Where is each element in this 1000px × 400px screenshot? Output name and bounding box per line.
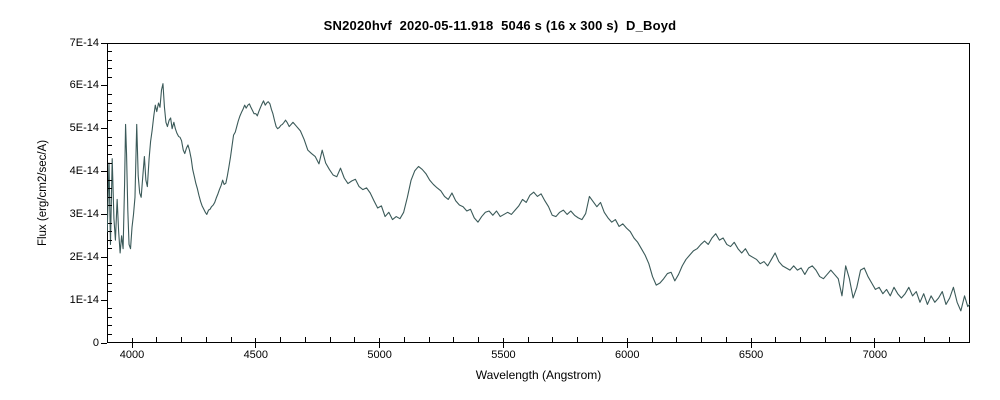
y-minor-tick bbox=[108, 162, 112, 164]
x-major-tick bbox=[750, 338, 752, 348]
y-minor-tick bbox=[108, 145, 112, 147]
x-minor-tick bbox=[701, 337, 703, 342]
y-minor-tick bbox=[108, 119, 112, 121]
spectrum-line bbox=[107, 83, 970, 312]
y-tick-label: 4E-14 bbox=[69, 165, 99, 178]
y-minor-tick bbox=[108, 136, 112, 138]
y-major-tick bbox=[101, 256, 107, 258]
y-minor-tick bbox=[108, 188, 112, 190]
y-minor-tick bbox=[108, 76, 112, 78]
x-axis-label: Wavelength (Angstrom) bbox=[475, 368, 602, 382]
x-tick-label: 5000 bbox=[367, 349, 392, 361]
y-tick-label: 7E-14 bbox=[69, 36, 99, 49]
y-minor-tick bbox=[108, 291, 112, 293]
x-minor-tick bbox=[329, 337, 331, 342]
x-minor-tick bbox=[527, 337, 529, 342]
x-tick-label: 7000 bbox=[862, 349, 888, 361]
x-minor-tick bbox=[304, 337, 306, 342]
y-major-tick bbox=[101, 171, 107, 173]
y-tick-label: 3E-14 bbox=[69, 207, 99, 220]
y-minor-tick bbox=[108, 231, 112, 233]
y-minor-tick bbox=[108, 325, 112, 327]
y-major-tick bbox=[101, 213, 107, 215]
x-minor-tick bbox=[602, 337, 603, 342]
y-minor-tick bbox=[108, 102, 112, 104]
x-major-tick bbox=[255, 338, 257, 348]
x-minor-tick bbox=[577, 337, 579, 342]
y-axis-label: Flux (erg/cm2/sec/A) bbox=[37, 139, 49, 247]
x-minor-tick bbox=[800, 337, 802, 342]
y-minor-tick bbox=[108, 196, 112, 198]
y-minor-tick bbox=[108, 222, 112, 224]
x-minor-tick bbox=[651, 337, 653, 342]
y-minor-tick bbox=[108, 265, 112, 267]
y-tick-label: 0 bbox=[92, 336, 99, 349]
x-tick-label: 4500 bbox=[243, 349, 269, 361]
y-minor-tick bbox=[108, 239, 112, 241]
x-minor-tick bbox=[824, 337, 826, 342]
x-major-tick bbox=[502, 338, 504, 348]
x-minor-tick bbox=[899, 337, 901, 342]
y-tick-label: 5E-14 bbox=[69, 122, 99, 135]
x-minor-tick bbox=[775, 337, 777, 342]
plot-frame bbox=[107, 43, 970, 343]
y-tick-label: 2E-14 bbox=[69, 250, 99, 263]
x-minor-tick bbox=[478, 337, 480, 342]
y-minor-tick bbox=[108, 153, 112, 155]
y-minor-tick bbox=[108, 205, 112, 207]
x-minor-tick bbox=[230, 337, 232, 342]
x-minor-tick bbox=[354, 337, 356, 342]
x-major-tick bbox=[131, 338, 133, 348]
y-minor-tick bbox=[108, 333, 112, 335]
y-minor-tick bbox=[108, 93, 112, 95]
x-minor-tick bbox=[280, 337, 282, 342]
x-major-tick bbox=[874, 338, 876, 348]
x-minor-tick bbox=[552, 337, 554, 342]
y-minor-tick bbox=[108, 316, 112, 318]
x-tick-label: 6500 bbox=[738, 349, 764, 361]
x-minor-tick bbox=[156, 337, 158, 342]
y-minor-tick bbox=[108, 111, 112, 113]
y-major-tick bbox=[101, 342, 107, 344]
x-minor-tick bbox=[106, 337, 108, 342]
chart-title: SN2020hvf 2020-05-11.918 5046 s (16 x 30… bbox=[323, 18, 677, 33]
y-minor-tick bbox=[108, 179, 112, 181]
y-tick-label: 1E-14 bbox=[69, 293, 99, 306]
x-major-tick bbox=[626, 338, 628, 348]
plot-area bbox=[107, 83, 970, 312]
x-minor-tick bbox=[849, 337, 851, 342]
x-minor-tick bbox=[428, 337, 430, 342]
y-tick-label: 6E-14 bbox=[69, 79, 99, 92]
y-minor-tick bbox=[108, 273, 112, 275]
y-minor-tick bbox=[108, 59, 112, 61]
y-minor-tick bbox=[108, 282, 112, 284]
x-major-tick bbox=[379, 338, 381, 348]
x-minor-tick bbox=[923, 337, 925, 342]
x-minor-tick bbox=[676, 337, 678, 342]
y-minor-tick bbox=[108, 248, 112, 250]
y-major-tick bbox=[101, 128, 107, 130]
y-major-tick bbox=[101, 85, 107, 87]
y-minor-tick bbox=[108, 308, 112, 310]
x-minor-tick bbox=[453, 337, 455, 342]
x-tick-label: 6000 bbox=[615, 349, 640, 361]
x-minor-tick bbox=[205, 337, 207, 342]
x-minor-tick bbox=[403, 337, 405, 342]
x-minor-tick bbox=[725, 337, 727, 342]
x-minor-tick bbox=[948, 337, 950, 342]
x-minor-tick bbox=[181, 337, 183, 342]
y-minor-tick bbox=[108, 51, 112, 53]
x-tick-label: 4000 bbox=[119, 349, 145, 361]
y-major-tick bbox=[101, 299, 107, 301]
x-tick-label: 5500 bbox=[491, 349, 516, 361]
y-minor-tick bbox=[108, 68, 112, 70]
y-major-tick bbox=[101, 42, 107, 44]
